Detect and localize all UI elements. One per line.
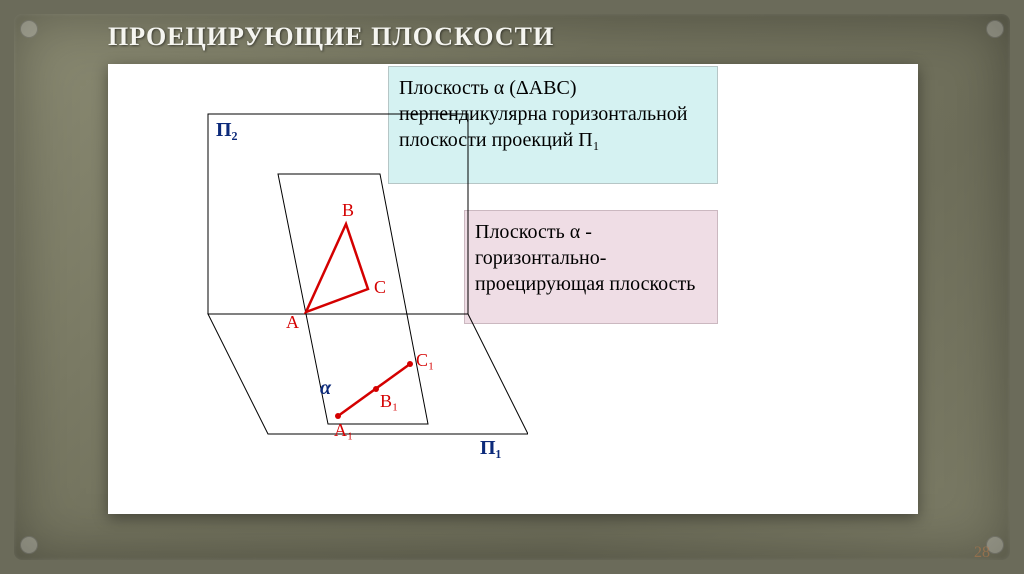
corner-icon: [986, 20, 1004, 38]
point-b1: [373, 386, 379, 392]
label-a1: A₁: [334, 420, 353, 440]
slide-content: Плоскость α (ΔABC) перпендикулярна гориз…: [108, 64, 918, 514]
label-alpha: α: [320, 377, 332, 399]
corner-icon: [20, 20, 38, 38]
point-a1: [335, 413, 341, 419]
label-b: B: [342, 200, 354, 220]
slide-number: 28: [974, 544, 990, 562]
label-a: A: [286, 312, 299, 332]
label-c: C: [374, 277, 386, 297]
point-c1: [407, 361, 413, 367]
plane-p1: [208, 314, 528, 434]
slide-title: ПРОЕЦИРУЮЩИЕ ПЛОСКОСТИ: [108, 22, 554, 52]
label-p2: П₂: [216, 119, 238, 141]
projection-diagram: П₂ П₁ A B C A₁ B₁ C₁ α: [128, 74, 528, 504]
triangle-abc: [306, 224, 368, 312]
label-b1: B₁: [380, 391, 398, 411]
corner-icon: [20, 536, 38, 554]
label-c1: C₁: [416, 350, 434, 370]
plane-p2: [208, 114, 468, 314]
label-p1: П₁: [480, 437, 502, 459]
